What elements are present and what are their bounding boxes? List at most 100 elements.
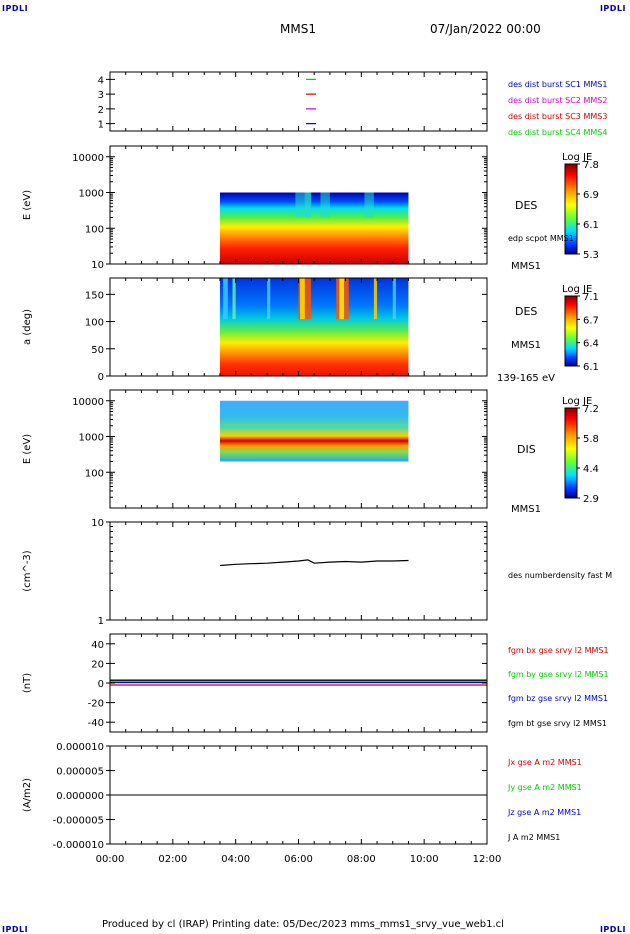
y-tick-label: 3 [98,90,104,101]
y-axis-label: (cm^-3) [22,550,33,591]
des-energy-streak [304,192,312,218]
pitch-streak [232,278,236,320]
y-tick-label: 50 [91,345,104,356]
y-tick-label: -0.000010 [53,840,104,851]
pitch-streak [339,278,345,320]
colorbar-tick-label: 4.4 [583,464,599,475]
pitch-streak [392,278,396,320]
panel-bottom-label: MMS1 [511,504,541,515]
burst-legend-item: des dist burst SC2 MMS2 [508,96,607,105]
panel-frame-4 [109,521,488,621]
y-tick-label: 40 [91,640,104,651]
colorbar-tick-label: 6.1 [583,220,599,231]
pitch-streak [373,278,378,320]
date-title: 07/Jan/2022 00:00 [430,22,541,36]
y-tick-label: 0 [98,679,104,690]
y-tick-label: 100 [85,468,104,479]
y-axis-label: a (deg) [22,309,33,345]
current-legend: Jz gse A m2 MMS1 [507,808,581,817]
colorbar-title-3: Log JE [562,396,592,407]
energy-range-label: 139-165 eV [497,373,555,384]
y-tick-label: 100 [85,318,104,329]
logo-bottom-left: IPDLI [2,925,29,934]
des-energy-spectrogram [219,192,409,264]
y-axis-label: E (eV) [22,190,33,220]
colorbar-3 [564,407,578,499]
y-tick-label: 0 [98,372,104,383]
colorbar-1 [564,163,578,255]
colorbar-tick-label: 6.7 [583,315,599,326]
pitch-streak [267,278,271,320]
logo-bottom-right: IPDLI [599,925,626,934]
y-tick-label: 10 [91,260,104,271]
y-axis-label: (A/m2) [22,778,33,812]
bfield-legend: fgm bz gse srvy l2 MMS1 [508,694,608,703]
footer-text: Produced by cl (IRAP) Printing date: 05/… [102,919,504,930]
density-legend: des numberdensity fast M [508,571,612,580]
colorbar-tick-label: 5.8 [583,434,599,445]
colorbar-tick-label: 7.1 [583,292,599,303]
y-tick-label: 1 [98,120,104,131]
burst-legend-item: des dist burst SC4 MMS4 [508,128,607,137]
x-tick-label: 08:00 [347,854,376,865]
burst-legend-item: des dist burst SC1 MMS1 [508,80,607,89]
current-legend: J A m2 MMS1 [507,833,560,842]
y-tick-label: 10000 [72,153,104,164]
bfield-legend: fgm bx gse srvy l2 MMS1 [508,646,609,655]
density-line [219,559,409,567]
des-energy-streak [320,192,330,218]
dis-label: DIS [517,443,536,456]
dis-energy-spectrogram [219,400,409,462]
edp-scpot-label: edp scpot MMS1 [508,234,574,243]
y-tick-label: 1000 [79,189,104,200]
y-tick-label: 0.000010 [56,742,104,753]
y-tick-label: -0.000005 [53,816,104,827]
des-label: DES [515,199,537,212]
burst-legend-item: des dist burst SC3 MMS3 [508,112,607,121]
y-tick-label: 20 [91,659,104,670]
y-tick-label: 2 [98,105,104,116]
y-axis-label: E (eV) [22,434,33,464]
y-tick-label: -40 [88,718,104,729]
colorbar-tick-label: 6.9 [583,190,599,201]
x-tick-label: 04:00 [221,854,250,865]
des-pitch-spectrogram [219,278,409,376]
panel-bottom-label: MMS1 [511,261,541,272]
colorbar-tick-label: 7.8 [583,160,599,171]
x-tick-label: 00:00 [96,854,125,865]
y-tick-label: 4 [98,75,104,86]
mms1-label: MMS1 [511,340,541,351]
current-legend: Jx gse A m2 MMS1 [507,758,582,767]
spacecraft-title: MMS1 [280,22,316,36]
colorbar-tick-label: 2.9 [583,494,599,505]
panel-frame-0 [109,71,488,132]
colorbar-tick-label: 6.1 [583,362,599,373]
x-tick-label: 06:00 [284,854,313,865]
y-tick-label: 0.000000 [56,791,104,802]
colorbar-title-2: Log JE [562,284,592,295]
x-tick-label: 12:00 [473,854,502,865]
pitch-streak [300,278,305,320]
logo-top-left: IPDLI [2,4,29,13]
colorbar-title-1: Log JE [562,152,592,163]
x-tick-label: 10:00 [410,854,439,865]
pitch-streak [223,278,228,320]
colorbar-tick-label: 5.3 [583,250,599,261]
colorbar-2 [564,295,578,367]
x-tick-label: 02:00 [158,854,187,865]
des-energy-streak [364,192,374,218]
y-tick-label: 10 [91,518,104,529]
y-tick-label: 1 [98,616,104,627]
y-tick-label: 1000 [79,433,104,444]
y-tick-label: 10000 [72,397,104,408]
bfield-legend: fgm bt gse srvy l2 MMS1 [508,719,607,728]
bfield-legend: fgm by gse srvy l2 MMS1 [508,670,609,679]
y-axis-label: (nT) [22,673,33,693]
colorbar-tick-label: 7.2 [583,404,599,415]
y-tick-label: 100 [85,224,104,235]
current-legend: Jy gse A m2 MMS1 [507,783,582,792]
colorbar-tick-label: 6.4 [583,339,599,350]
logo-top-right: IPDLI [599,4,626,13]
des-label: DES [515,305,537,318]
